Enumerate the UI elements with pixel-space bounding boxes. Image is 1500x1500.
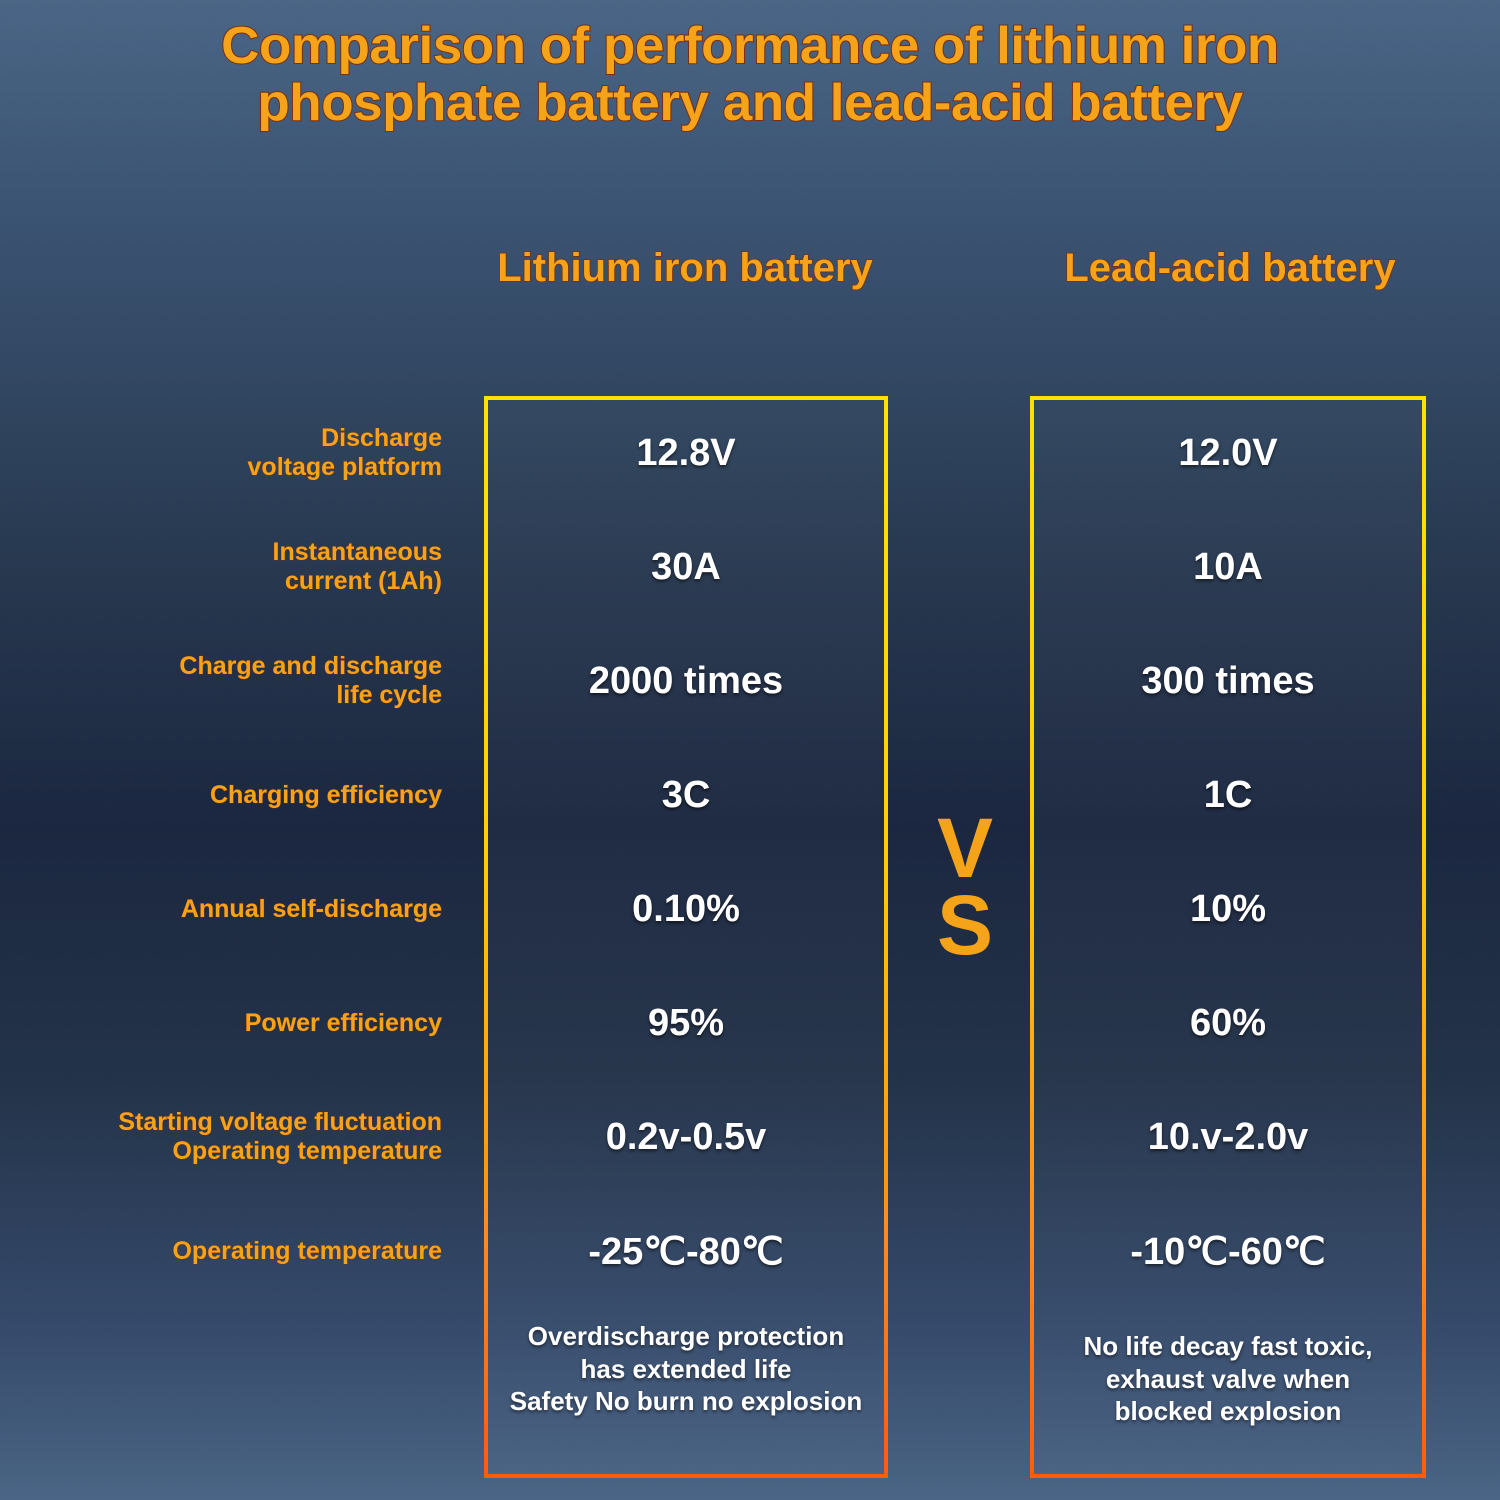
table-row: Discharge voltage platform 12.8V 12.0V <box>0 396 1500 510</box>
row-label: Charge and discharge life cycle <box>0 651 460 711</box>
row-value-lithium: 30A <box>651 545 721 588</box>
table-row: Power efficiency 95% 60% <box>0 966 1500 1080</box>
column-header-lead-acid-line1: Lead-acid <box>1064 245 1252 291</box>
row-value-lead-acid: -10℃-60℃ <box>1130 1230 1326 1273</box>
column-header-lead-acid-line2: battery <box>1261 245 1396 291</box>
row-label: Discharge voltage platform <box>0 423 460 483</box>
row-label-line2: voltage platform <box>247 453 442 482</box>
row-value-lithium: 2000 times <box>588 659 784 702</box>
comparison-rows: Discharge voltage platform 12.8V 12.0V I… <box>0 396 1500 1308</box>
row-label-line1: Starting voltage fluctuation <box>118 1107 442 1136</box>
footnote-lead-acid-line2: exhaust valve when <box>1105 1363 1351 1394</box>
row-label: Annual self-discharge <box>180 895 442 924</box>
footnote-lithium-line1: Overdischarge protection <box>527 1321 845 1351</box>
row-value-lead-acid: 10.v-2.0v <box>1147 1115 1309 1158</box>
footnote-lithium-line3: Safety No burn no explosion <box>509 1386 863 1416</box>
row-value-lead-acid: 60% <box>1189 1001 1267 1044</box>
footnote-lead-acid-line3: blocked explosion <box>1114 1396 1342 1426</box>
row-label-line2: life cycle <box>336 681 442 710</box>
column-header-lithium-line2: battery <box>739 245 874 291</box>
row-label-line2: Operating temperature <box>172 1137 442 1166</box>
row-value-lead-acid: 12.0V <box>1178 431 1278 474</box>
row-value-lithium: 3C <box>661 773 711 816</box>
row-value-lead-acid: 10% <box>1189 887 1267 930</box>
row-value-lead-acid: 10A <box>1193 545 1263 588</box>
row-label: Operating temperature <box>172 1237 442 1266</box>
panel-lithium <box>484 396 888 1478</box>
row-label: Instantaneous current (1Ah) <box>0 537 460 597</box>
row-label-line2: current (1Ah) <box>285 567 443 596</box>
table-row: Instantaneous current (1Ah) 30A 10A <box>0 510 1500 624</box>
row-value-lithium: 95% <box>647 1001 725 1044</box>
footnote-lead-acid: No life decay fast toxic, exhaust valve … <box>1030 1330 1426 1428</box>
page-title-line1: Comparison of performance of lithium iro… <box>220 16 1280 75</box>
page-title: Comparison of performance of lithium iro… <box>0 16 1500 133</box>
row-value-lithium: 12.8V <box>636 431 736 474</box>
table-row: Charge and discharge life cycle 2000 tim… <box>0 624 1500 738</box>
vs-badge: V S <box>900 801 1030 973</box>
row-label: Power efficiency <box>244 1009 442 1038</box>
table-row: Annual self-discharge 0.10% 10% <box>0 852 1500 966</box>
column-header-lead-acid: Lead-acid battery <box>1030 245 1430 291</box>
row-label: Charging efficiency <box>210 781 443 810</box>
row-label: Starting voltage fluctuation Operating t… <box>0 1107 460 1167</box>
footnote-lead-acid-line1: No life decay fast toxic, <box>1083 1331 1373 1361</box>
row-label-line1: Instantaneous <box>272 537 442 566</box>
footnote-lithium-line2: has extended life <box>580 1353 792 1384</box>
vs-char-2: S <box>936 878 994 973</box>
row-value-lithium: 0.10% <box>632 887 740 930</box>
row-label-line1: Charge and discharge <box>179 651 442 680</box>
table-row: Charging efficiency 3C 1C <box>0 738 1500 852</box>
panel-lead-acid <box>1030 396 1426 1478</box>
row-value-lead-acid: 300 times <box>1141 659 1315 702</box>
vs-char-1: V <box>936 801 994 895</box>
column-header-lithium-line1: Lithium iron <box>496 245 729 291</box>
table-row: Starting voltage fluctuation Operating t… <box>0 1080 1500 1194</box>
row-value-lead-acid: 1C <box>1203 773 1253 816</box>
row-value-lithium: -25℃-80℃ <box>588 1230 784 1273</box>
row-label-line1: Discharge <box>321 423 443 452</box>
footnote-lithium: Overdischarge protection has extended li… <box>484 1320 888 1418</box>
column-header-lithium: Lithium iron battery <box>480 245 890 291</box>
page-title-line2: phosphate battery and lead-acid battery <box>256 73 1244 133</box>
table-row: Operating temperature -25℃-80℃ -10℃-60℃ <box>0 1194 1500 1308</box>
row-value-lithium: 0.2v-0.5v <box>605 1115 767 1158</box>
